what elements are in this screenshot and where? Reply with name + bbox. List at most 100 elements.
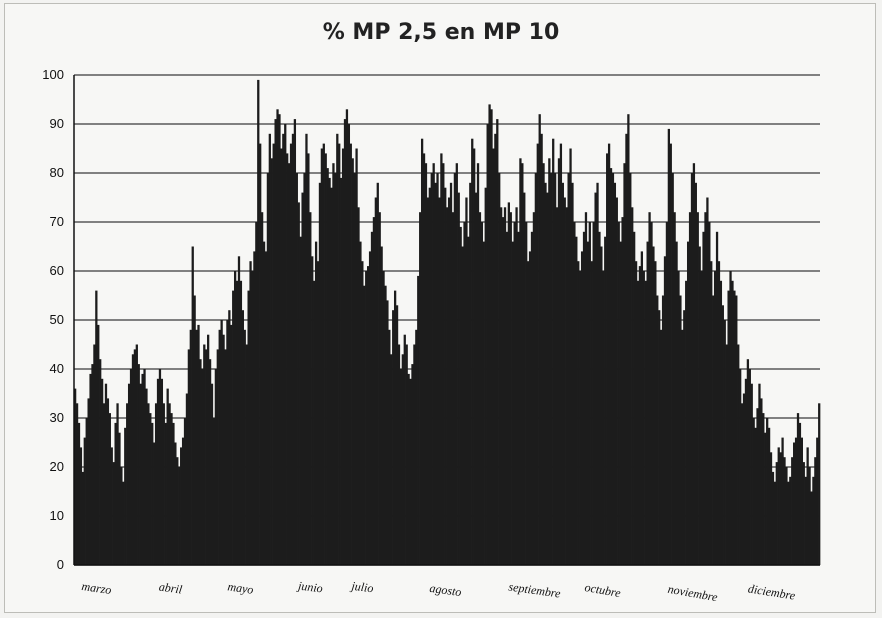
bar [81, 471, 84, 565]
bar [278, 114, 281, 565]
x-tick-label: marzo [81, 579, 113, 597]
bar [293, 119, 297, 565]
bar [715, 231, 719, 566]
bar [266, 173, 270, 565]
bar [453, 173, 457, 565]
bar [642, 271, 645, 565]
bar [432, 163, 435, 565]
bar [272, 143, 275, 565]
bar [573, 222, 576, 565]
bar [446, 207, 449, 566]
bar [501, 217, 505, 565]
bar [569, 148, 572, 565]
bar [301, 192, 304, 565]
bar [638, 266, 642, 565]
bar [787, 481, 790, 565]
bar [141, 373, 144, 565]
y-tick-label: 100 [42, 67, 64, 82]
bar [459, 226, 462, 565]
bar [473, 148, 476, 565]
bar [403, 334, 406, 565]
bar [629, 173, 632, 565]
bar [110, 447, 113, 565]
bar [812, 476, 815, 565]
bar [515, 207, 518, 566]
bar [794, 437, 798, 565]
bar [426, 197, 430, 565]
bar [702, 231, 705, 566]
bar [505, 231, 509, 566]
bar [249, 261, 252, 565]
bar [588, 222, 591, 565]
y-tick-labels: 0 10 20 30 40 50 60 70 80 90 100 [42, 67, 64, 572]
bar [153, 442, 156, 565]
bar [754, 427, 757, 565]
bar [644, 280, 647, 565]
bar [775, 462, 778, 565]
bar [401, 354, 404, 565]
bar [137, 364, 140, 565]
bar [552, 138, 555, 565]
bar [145, 388, 148, 565]
bar [675, 241, 678, 565]
bar [299, 236, 302, 565]
bar [176, 457, 179, 565]
bar [565, 207, 568, 566]
y-tick-label: 80 [50, 165, 64, 180]
bar [594, 192, 597, 565]
bar [521, 163, 524, 565]
bar [486, 124, 489, 565]
bar [633, 231, 636, 566]
bar [257, 79, 260, 566]
bar [721, 305, 724, 565]
bar [729, 271, 732, 565]
bar [509, 212, 512, 565]
bar [528, 251, 532, 565]
bar [124, 427, 127, 565]
bar [324, 153, 327, 565]
bar [343, 119, 347, 565]
bar [384, 285, 387, 565]
bar [663, 256, 667, 565]
bar [793, 442, 796, 565]
bar [378, 212, 381, 565]
bar [671, 173, 674, 565]
bar [393, 290, 397, 565]
bar [228, 310, 231, 565]
bar [482, 241, 485, 565]
axes [73, 75, 820, 566]
bar [444, 187, 447, 565]
bar [374, 197, 377, 565]
bar [449, 182, 453, 566]
bar [214, 369, 217, 565]
bar [710, 261, 713, 565]
bar [243, 329, 246, 565]
bar [596, 182, 599, 566]
bar [579, 271, 582, 565]
bar [420, 138, 424, 565]
bar [114, 422, 117, 565]
bar [270, 158, 273, 566]
bar [181, 437, 185, 565]
bar [434, 182, 437, 566]
bar [796, 413, 800, 565]
bar [544, 182, 547, 566]
bar [602, 271, 605, 565]
bar [274, 119, 277, 565]
bar [99, 359, 102, 565]
bar [767, 427, 771, 565]
bar [513, 222, 516, 565]
bar [386, 300, 389, 565]
bar [172, 422, 175, 565]
bar [606, 153, 609, 565]
bar [239, 280, 243, 565]
bar [129, 369, 133, 565]
bar [419, 212, 422, 565]
bar [600, 246, 603, 565]
bar [226, 320, 229, 565]
y-tick-label: 50 [50, 312, 64, 327]
bar [613, 182, 617, 566]
x-tick-label: diciembre [747, 581, 797, 602]
y-tick-label: 60 [50, 263, 64, 278]
bar [469, 182, 472, 566]
